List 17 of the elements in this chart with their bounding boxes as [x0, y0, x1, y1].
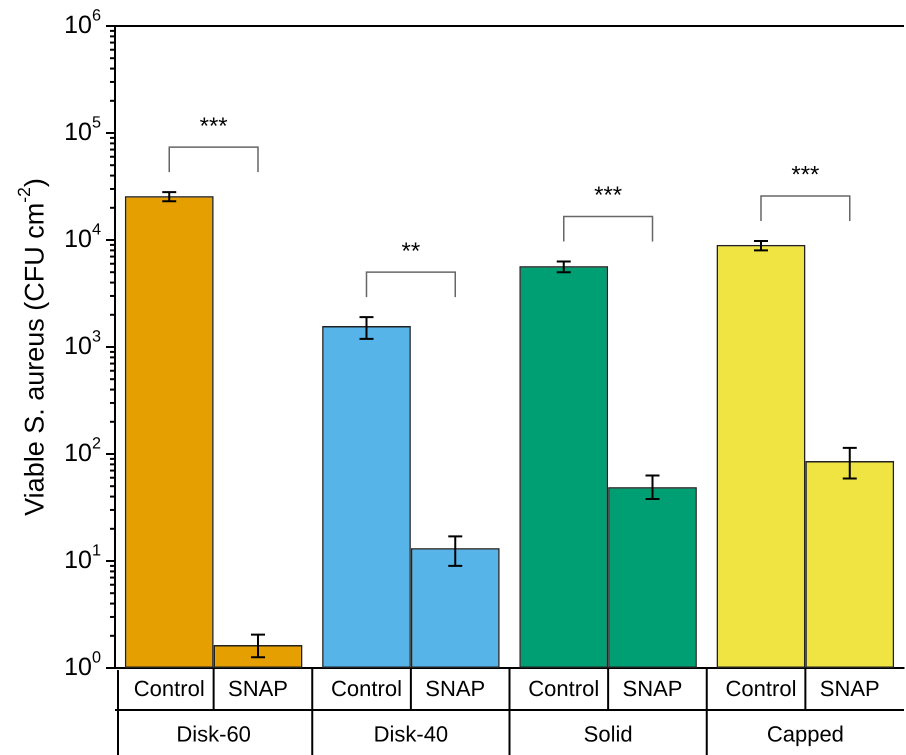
- text: SNAP: [622, 676, 682, 702]
- x-tick-label: Capped: [766, 721, 844, 746]
- annotation: ***: [594, 182, 622, 210]
- annotation: ***: [791, 162, 820, 189]
- series-label: SNAP: [228, 676, 288, 702]
- annotation: **: [402, 238, 420, 265]
- text: Control: [528, 676, 600, 702]
- series-label: Control: [134, 676, 205, 702]
- text: Control: [331, 676, 402, 702]
- text: Control: [726, 676, 796, 702]
- annotation: ***: [200, 112, 228, 140]
- x-tick-label: Solid: [584, 721, 633, 746]
- y-axis-title: Viable S. aureus (CFU cm-2): [14, 178, 50, 516]
- x-tick-label: Disk-60: [176, 721, 251, 746]
- text: SNAP: [820, 676, 880, 702]
- text: SNAP: [425, 676, 486, 702]
- x-tick-label: Disk-40: [374, 721, 448, 746]
